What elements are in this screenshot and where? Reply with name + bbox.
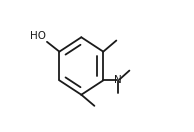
Text: N: N bbox=[114, 75, 122, 85]
Text: HO: HO bbox=[30, 31, 46, 41]
